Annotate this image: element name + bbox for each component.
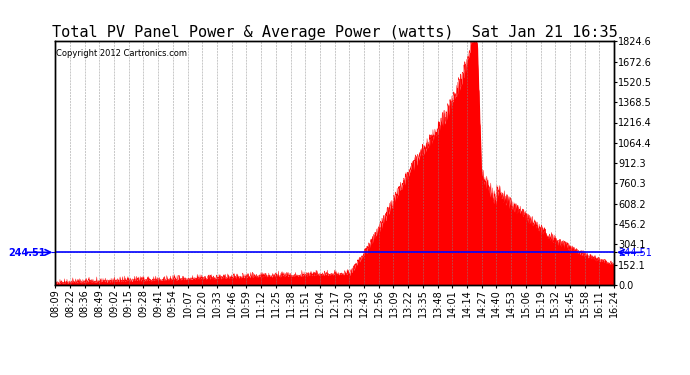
Text: Copyright 2012 Cartronics.com: Copyright 2012 Cartronics.com: [56, 49, 187, 58]
Title: Total PV Panel Power & Average Power (watts)  Sat Jan 21 16:35: Total PV Panel Power & Average Power (wa…: [52, 25, 618, 40]
